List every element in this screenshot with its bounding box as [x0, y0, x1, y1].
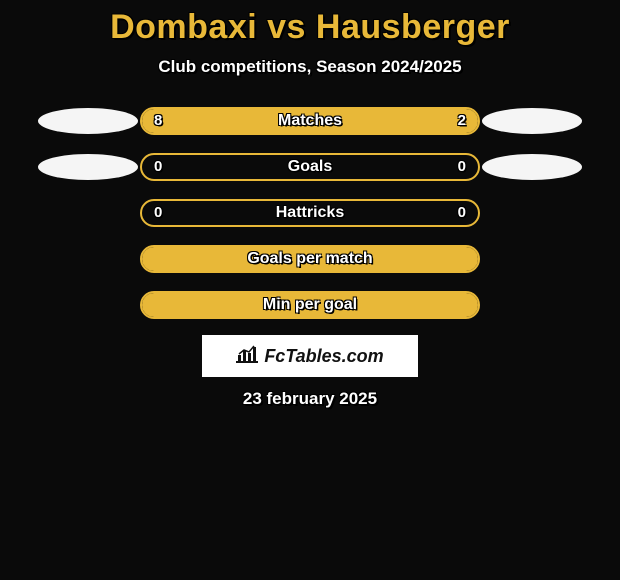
logo-badge[interactable]: FcTables.com [202, 335, 418, 377]
player-avatar-right [480, 107, 584, 135]
avatar-ellipse-icon [482, 108, 582, 134]
avatar-ellipse-icon [38, 154, 138, 180]
chart-icon [236, 345, 258, 368]
stat-label: Min per goal [142, 293, 478, 317]
stat-bar: 82Matches [140, 107, 480, 135]
stat-row: 00Goals [0, 151, 620, 183]
avatar-ellipse-icon [482, 154, 582, 180]
comparison-card: Dombaxi vs Hausberger Club competitions,… [0, 0, 620, 409]
player-avatar-left [36, 107, 140, 135]
stat-label: Matches [142, 109, 478, 133]
page-title: Dombaxi vs Hausberger [0, 8, 620, 47]
stat-bar: 00Goals [140, 153, 480, 181]
stat-row: 00Hattricks [0, 197, 620, 229]
stat-row: 82Matches [0, 105, 620, 137]
stat-bar: Min per goal [140, 291, 480, 319]
stat-label: Goals per match [142, 247, 478, 271]
logo-text: FcTables.com [264, 346, 383, 367]
stat-row: Min per goal [0, 289, 620, 321]
stat-row: Goals per match [0, 243, 620, 275]
subtitle: Club competitions, Season 2024/2025 [0, 57, 620, 77]
stat-bar: 00Hattricks [140, 199, 480, 227]
stat-label: Hattricks [142, 201, 478, 225]
avatar-ellipse-icon [38, 108, 138, 134]
player-avatar-left [36, 153, 140, 181]
date-label: 23 february 2025 [0, 389, 620, 409]
stats-list: 82Matches 00Goals 00Hattricks Goals per mat… [0, 105, 620, 321]
player-avatar-right [480, 153, 584, 181]
stat-label: Goals [142, 155, 478, 179]
stat-bar: Goals per match [140, 245, 480, 273]
